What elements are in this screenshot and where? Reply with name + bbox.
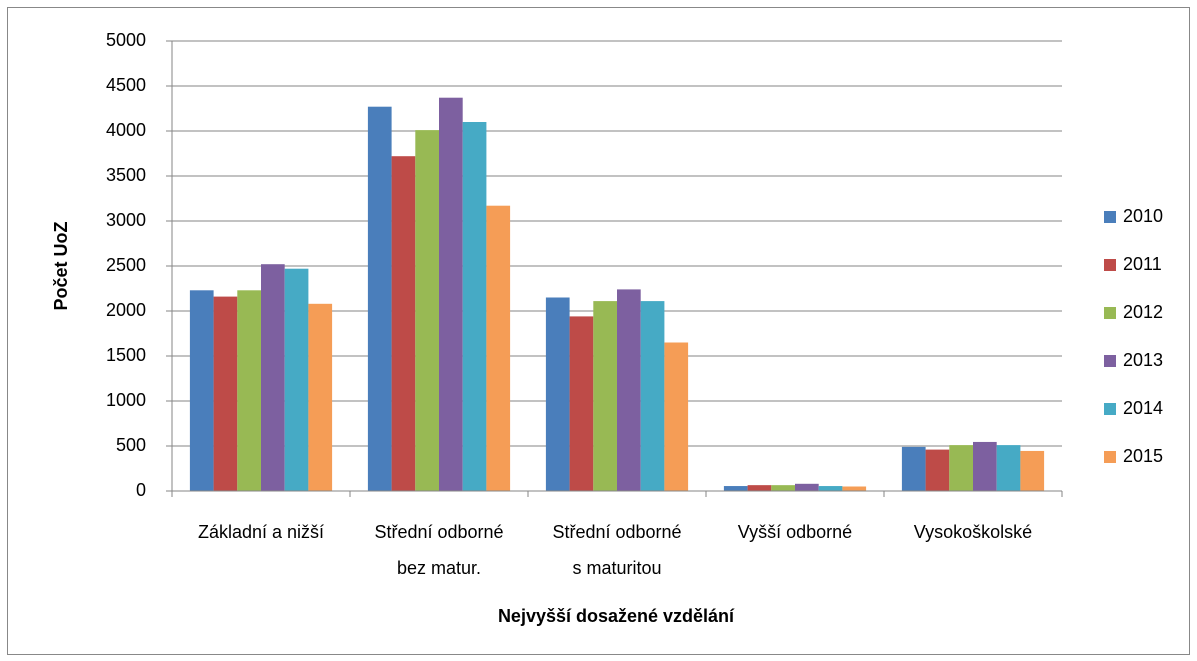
y-tick-label: 1500 bbox=[106, 345, 146, 365]
y-tick-label: 5000 bbox=[106, 30, 146, 50]
bar bbox=[640, 301, 665, 491]
y-tick-label: 500 bbox=[116, 435, 146, 455]
bar bbox=[415, 130, 439, 491]
bar bbox=[901, 446, 926, 491]
legend-label: 2012 bbox=[1123, 302, 1163, 322]
y-tick-label: 0 bbox=[136, 480, 146, 500]
bar bbox=[842, 486, 867, 491]
bar bbox=[593, 301, 617, 491]
legend-swatch bbox=[1104, 355, 1116, 367]
bar bbox=[747, 485, 772, 491]
bar bbox=[486, 205, 511, 491]
x-tick-label: Vyšší odborné bbox=[738, 522, 852, 542]
x-tick-label: Vysokoškolské bbox=[914, 522, 1032, 542]
legend-label: 2015 bbox=[1123, 446, 1163, 466]
y-axis-title: Počet UoZ bbox=[51, 221, 71, 310]
bar bbox=[213, 296, 238, 491]
bar bbox=[818, 486, 843, 491]
x-axis-title: Nejvyšší dosažené vzdělání bbox=[498, 606, 735, 626]
y-tick-label: 4500 bbox=[106, 75, 146, 95]
bar bbox=[925, 449, 950, 491]
y-tick-label: 3500 bbox=[106, 165, 146, 185]
x-tick-label: Základní a nižší bbox=[198, 522, 324, 542]
y-tick-label: 2500 bbox=[106, 255, 146, 275]
bar bbox=[391, 156, 416, 491]
x-tick-label: Střední odborné bez matur. bbox=[374, 522, 503, 578]
bar bbox=[795, 483, 819, 491]
bar bbox=[367, 106, 392, 491]
bar bbox=[664, 342, 689, 491]
bar bbox=[237, 290, 261, 491]
bar bbox=[189, 290, 214, 491]
legend-swatch bbox=[1104, 259, 1116, 271]
bar bbox=[261, 264, 285, 491]
y-tick-label: 2000 bbox=[106, 300, 146, 320]
y-tick-label: 3000 bbox=[106, 210, 146, 230]
legend-swatch bbox=[1104, 307, 1116, 319]
legend-label: 2011 bbox=[1123, 254, 1162, 274]
bar bbox=[949, 445, 973, 491]
legend-label: 2010 bbox=[1123, 206, 1163, 226]
legend-label: 2013 bbox=[1123, 350, 1163, 370]
legend-swatch bbox=[1104, 451, 1116, 463]
bar bbox=[308, 303, 333, 491]
bar bbox=[569, 316, 594, 491]
bar bbox=[771, 485, 795, 491]
bar bbox=[973, 441, 997, 491]
y-tick-label: 1000 bbox=[106, 390, 146, 410]
bar bbox=[462, 122, 487, 491]
bar bbox=[284, 268, 309, 491]
legend-swatch bbox=[1104, 211, 1116, 223]
bar bbox=[439, 97, 463, 491]
x-tick-label: Střední odborné s maturitou bbox=[552, 522, 681, 578]
bar bbox=[1020, 450, 1045, 491]
bar bbox=[545, 297, 570, 491]
legend-swatch bbox=[1104, 403, 1116, 415]
bar bbox=[617, 289, 641, 491]
y-tick-label: 4000 bbox=[106, 120, 146, 140]
bar bbox=[723, 486, 748, 491]
legend-label: 2014 bbox=[1123, 398, 1163, 418]
bar bbox=[996, 445, 1021, 491]
